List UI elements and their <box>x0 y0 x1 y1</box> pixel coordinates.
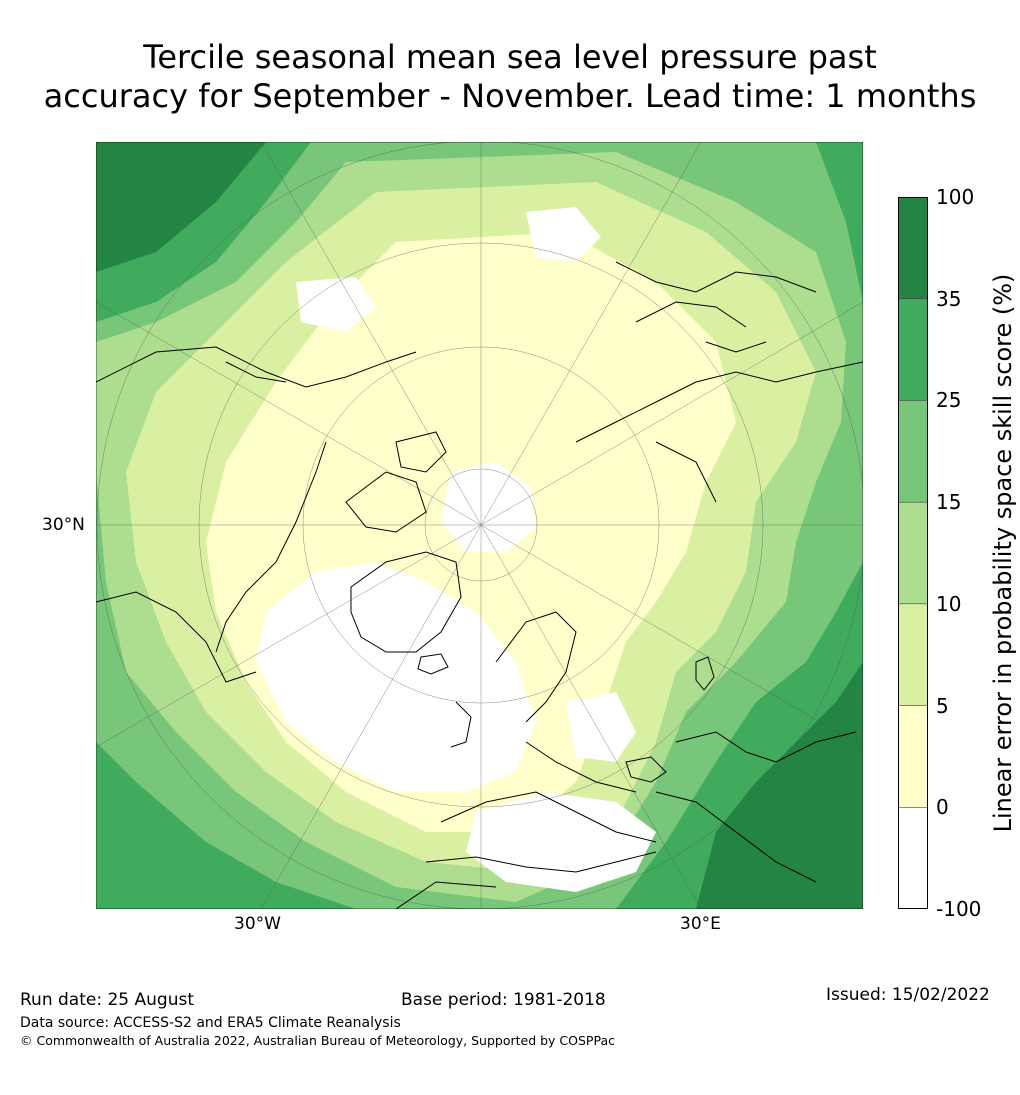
colorbar-bin <box>898 603 928 706</box>
copyright: © Commonwealth of Australia 2022, Austra… <box>20 1033 615 1048</box>
colorbar-tick-label: 25 <box>936 388 962 413</box>
colorbar-tick-label: -100 <box>936 897 982 921</box>
region-white-europe <box>566 692 636 762</box>
issued-date: Issued: 15/02/2022 <box>826 985 990 1005</box>
colorbar-bin <box>898 298 928 401</box>
colorbar-title: Linear error in probability space skill … <box>989 273 1017 833</box>
longitude-label-east: 30°E <box>680 914 721 934</box>
colorbar-bin <box>898 197 928 299</box>
colorbar-tick-label: 10 <box>936 591 962 616</box>
region-white-pacific <box>296 277 376 332</box>
title-line-2: accuracy for September - November. Lead … <box>43 77 977 115</box>
graticule <box>96 142 863 909</box>
run-date: Run date: 25 August <box>20 990 194 1010</box>
latitude-label: 30°N <box>42 515 85 535</box>
colorbar-bin <box>898 502 928 604</box>
polar-map <box>96 142 863 909</box>
region-white-north <box>526 207 601 262</box>
coastlines <box>96 261 863 909</box>
region-white-mediterranean <box>466 792 656 892</box>
region-white-arctic <box>441 462 536 552</box>
colorbar <box>898 197 928 909</box>
colorbar-tick-label: 0 <box>936 795 949 820</box>
colorbar-bin <box>898 400 928 503</box>
colorbar-tick-label: 100 <box>936 185 975 209</box>
longitude-label-west: 30°W <box>234 914 281 934</box>
title-line-1: Tercile seasonal mean sea level pressure… <box>143 38 877 76</box>
colorbar-tick-label: 15 <box>936 490 962 515</box>
colorbar-bin <box>898 705 928 808</box>
chart-title: Tercile seasonal mean sea level pressure… <box>0 38 1020 116</box>
colorbar-tick-label: 5 <box>936 693 949 718</box>
map-svg <box>96 142 863 909</box>
region-white-atlantic <box>256 562 536 792</box>
colorbar-bin <box>898 807 928 909</box>
base-period: Base period: 1981-2018 <box>401 990 606 1010</box>
colorbar-tick-label: 35 <box>936 286 962 311</box>
data-source: Data source: ACCESS-S2 and ERA5 Climate … <box>20 1015 401 1031</box>
